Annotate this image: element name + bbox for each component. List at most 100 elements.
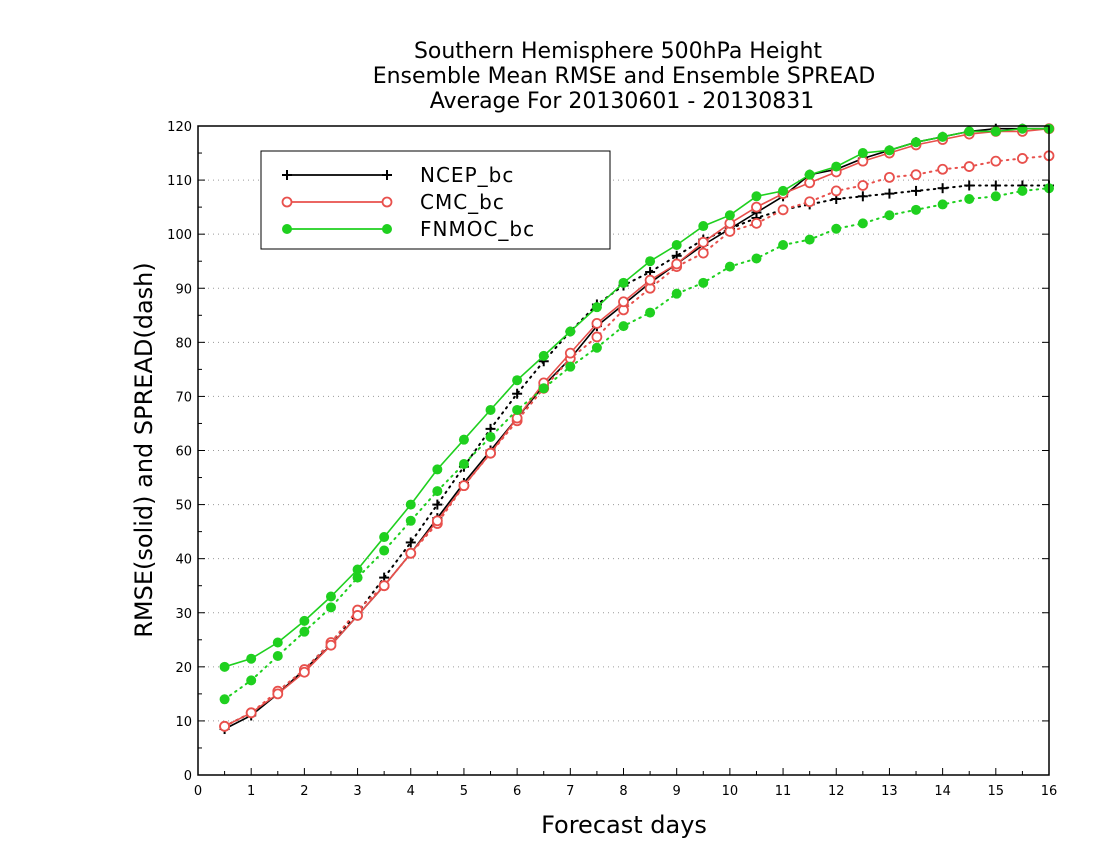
FNMOC_bc-rmse-point: [937, 131, 948, 142]
y-tick-label: 40: [175, 553, 192, 568]
y-tick-label: 110: [167, 174, 192, 189]
CMC_bc-rmse-point: [272, 688, 284, 700]
y-tick-label: 30: [175, 607, 192, 622]
FNMOC_bc-rmse-point: [325, 591, 336, 602]
FNMOC_bc-rmse-point: [618, 277, 629, 288]
y-tick-label: 80: [175, 336, 192, 351]
FNMOC_bc-rmse-point: [272, 637, 283, 648]
FNMOC_bc-rmse-point: [857, 148, 868, 159]
legend-marker-FNMOC_bc: [282, 224, 292, 234]
FNMOC_bc-rmse-point: [246, 653, 257, 664]
FNMOC_bc-rmse-point: [778, 185, 789, 196]
CMC_bc-spread-point: [990, 155, 1002, 167]
legend-box: [260, 150, 611, 250]
x-tick-label: 2: [300, 784, 308, 799]
legend-label-CMC_bc: CMC_bc: [420, 190, 505, 214]
NCEP_bc-spread-point: [405, 537, 416, 548]
CMC_bc-rmse-point: [458, 480, 470, 492]
FNMOC_bc-spread-point: [804, 234, 815, 245]
FNMOC_bc-rmse-point: [485, 404, 496, 415]
x-tick-label: 1: [247, 784, 255, 799]
grid: [198, 179, 1049, 722]
FNMOC_bc-rmse-point: [831, 161, 842, 172]
FNMOC_bc-rmse-point: [698, 221, 709, 232]
FNMOC_bc-spread-point: [911, 204, 922, 215]
CMC_bc-spread-point: [830, 185, 842, 197]
x-tick-label: 9: [673, 784, 681, 799]
legend-label-NCEP_bc: NCEP_bc: [420, 163, 514, 187]
FNMOC_bc-spread-point: [299, 626, 310, 637]
legend-marker-CMC_bc: [281, 196, 293, 208]
x-axis-label: Forecast days: [541, 811, 707, 839]
x-tick-label: 4: [407, 784, 415, 799]
FNMOC_bc-rmse-point: [591, 302, 602, 313]
x-tick-label: 13: [881, 784, 898, 799]
FNMOC_bc-spread-point: [219, 694, 230, 705]
FNMOC_bc-spread-point: [778, 239, 789, 250]
x-tick-label: 3: [353, 784, 361, 799]
FNMOC_bc-rmse-point: [512, 375, 523, 386]
CMC_bc-rmse-point: [405, 547, 417, 559]
CMC_bc-spread-point: [963, 161, 975, 172]
CMC_bc-spread-point: [777, 204, 789, 216]
x-tick-label: 10: [722, 784, 739, 799]
FNMOC_bc-rmse-point: [671, 239, 682, 250]
FNMOC_bc-spread-point: [272, 651, 283, 662]
FNMOC_bc-spread-point: [538, 383, 549, 394]
FNMOC_bc-spread-point: [831, 223, 842, 234]
FNMOC_bc-rmse-point: [1017, 123, 1028, 134]
CMC_bc-spread-point: [591, 331, 603, 343]
FNMOC_bc-rmse-point: [990, 126, 1001, 137]
x-tick-label: 16: [1041, 784, 1058, 799]
CMC_bc-rmse-point: [697, 236, 709, 248]
y-tick-label: 120: [167, 120, 192, 135]
legend-label-FNMOC_bc: FNMOC_bc: [420, 217, 535, 241]
NCEP_bc-spread-point: [884, 188, 895, 199]
y-tick-label: 0: [184, 769, 192, 784]
CMC_bc-spread-point: [857, 180, 869, 191]
legend-marker-FNMOC_bc: [382, 224, 392, 234]
FNMOC_bc-spread-point: [645, 307, 656, 318]
FNMOC_bc-spread-point: [857, 218, 868, 229]
y-tick-label: 50: [175, 499, 192, 514]
legend-marker-CMC_bc: [381, 196, 393, 208]
legend-marker-NCEP_bc: [382, 170, 392, 180]
CMC_bc-rmse-point: [378, 580, 390, 592]
y-tick-label: 20: [175, 661, 192, 676]
x-tick-label: 11: [775, 784, 792, 799]
FNMOC_bc-spread-point: [379, 545, 390, 556]
FNMOC_bc-rmse-point: [299, 615, 310, 626]
FNMOC_bc-rmse-point: [645, 256, 656, 267]
CMC_bc-rmse-point: [644, 274, 656, 286]
x-tick-label: 0: [194, 784, 202, 799]
FNMOC_bc-spread-point: [618, 321, 629, 332]
title-line-3: Average For 20130601 - 20130831: [430, 89, 815, 114]
NCEP_bc-spread-point: [937, 183, 948, 194]
FNMOC_bc-rmse-point: [911, 137, 922, 148]
CMC_bc-rmse-point: [751, 201, 762, 213]
legend-marker-NCEP_bc: [282, 170, 292, 180]
FNMOC_bc-spread-point: [432, 486, 443, 497]
legend: NCEP_bc CMC_bc FNMOC_bc: [260, 150, 611, 250]
FNMOC_bc-rmse-point: [804, 169, 815, 180]
x-tick-label: 6: [513, 784, 521, 799]
series-CMC_bc: [219, 123, 1055, 732]
CMC_bc-spread-point: [697, 247, 709, 259]
FNMOC_bc-rmse-point: [964, 126, 975, 137]
FNMOC_bc-spread-point: [937, 199, 948, 210]
FNMOC_bc-rmse-point: [751, 191, 762, 202]
CMC_bc-rmse-point: [431, 515, 443, 527]
NCEP_bc-spread-point: [857, 191, 868, 202]
FNMOC_bc-spread-point: [405, 515, 416, 526]
FNMOC_bc-spread-point: [964, 194, 975, 205]
CMC_bc-rmse-point: [298, 666, 310, 678]
y-tick-label: 90: [175, 282, 192, 297]
NCEP_bc-spread-point: [512, 388, 523, 399]
CMC_bc-rmse-point: [671, 258, 683, 270]
FNMOC_bc-spread-point: [990, 191, 1001, 202]
CMC_bc-spread-point: [884, 171, 895, 183]
FNMOC_bc-rmse-point: [432, 464, 443, 475]
x-tick-label: 5: [460, 784, 468, 799]
FNMOC_bc-spread-point: [565, 361, 576, 372]
